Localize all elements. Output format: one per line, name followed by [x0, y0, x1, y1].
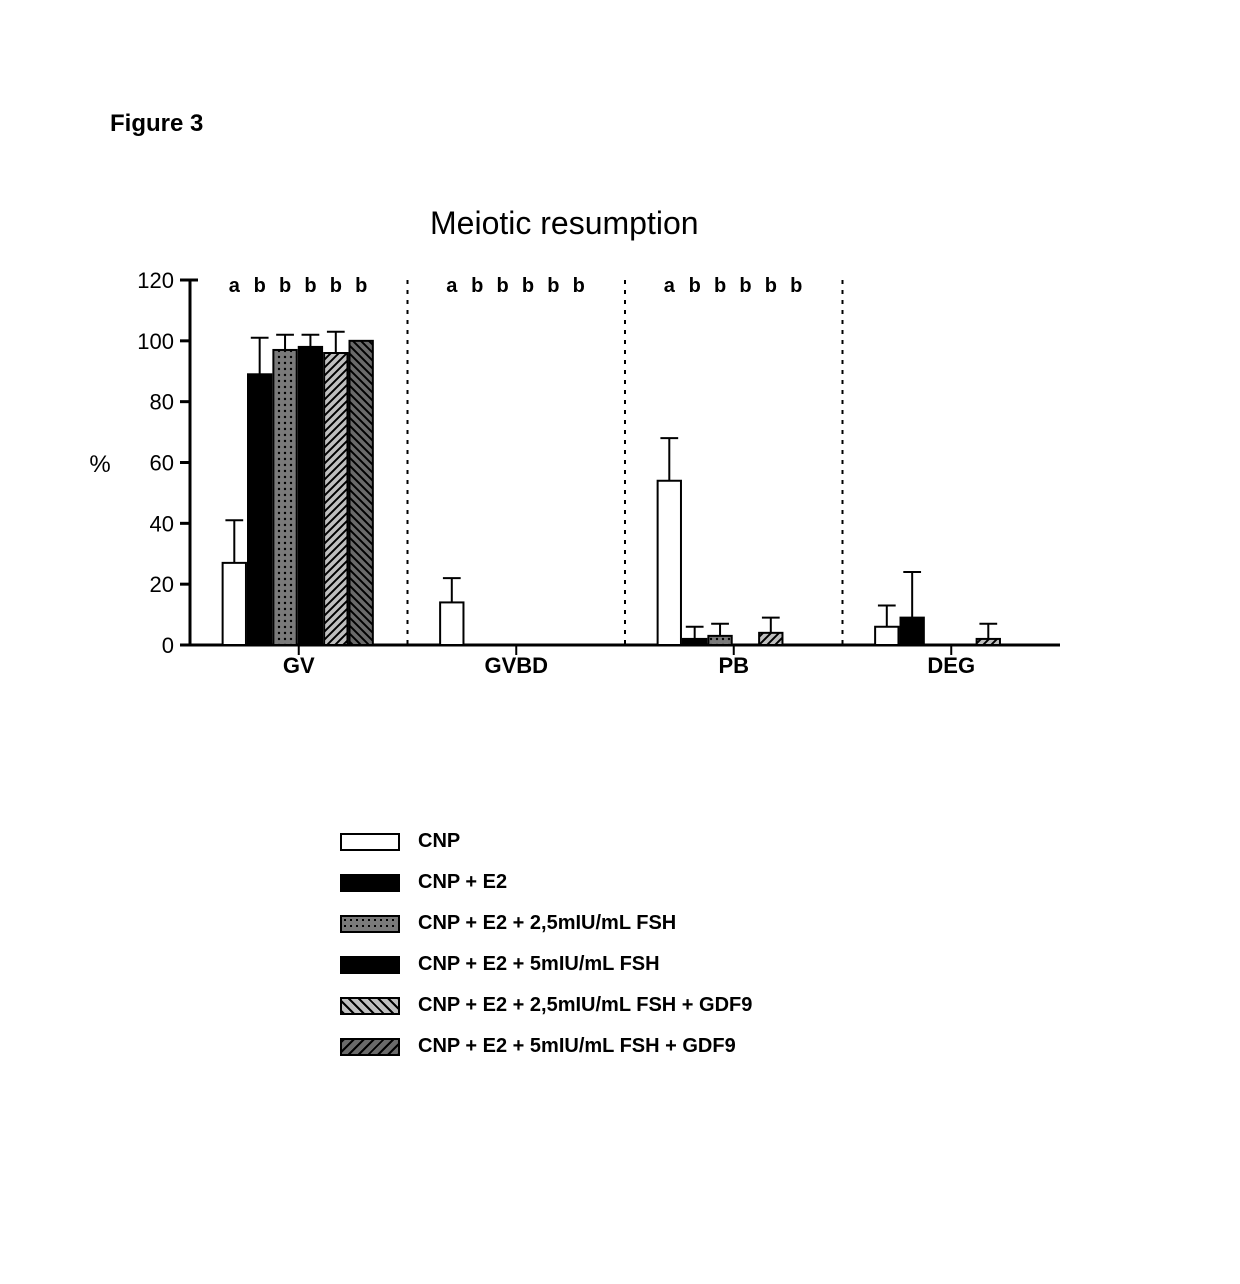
y-tick-label: 80	[150, 390, 174, 415]
category-label: PB	[718, 653, 749, 678]
significance-letter: b	[355, 275, 367, 297]
legend-item: CNP	[340, 830, 752, 853]
significance-letter: b	[547, 275, 559, 297]
y-tick-label: 100	[137, 329, 174, 354]
y-tick-label: 0	[162, 633, 174, 658]
bar	[299, 347, 322, 645]
significance-letter: b	[714, 275, 726, 297]
legend-label: CNP	[418, 830, 460, 853]
legend-swatch	[340, 915, 400, 933]
significance-letter: b	[689, 275, 701, 297]
significance-letter: a	[229, 275, 241, 297]
bar	[977, 639, 1000, 645]
significance-letter: b	[330, 275, 342, 297]
legend-swatch	[340, 956, 400, 974]
bar	[658, 481, 681, 645]
y-tick-label: 60	[150, 451, 174, 476]
legend: CNP CNP + E2 CNP + E2 + 2,5mIU/mL FSH CNP +…	[340, 830, 752, 1076]
legend-label: CNP + E2 + 5mIU/mL FSH	[418, 953, 660, 976]
significance-letter: b	[739, 275, 751, 297]
legend-item: CNP + E2 + 2,5mIU/mL FSH	[340, 912, 752, 935]
legend-item: CNP + E2 + 5mIU/mL FSH	[340, 953, 752, 976]
bar-chart: 020406080100120abbbbbGVabbbbbGVBDabbbbbP…	[0, 0, 1240, 760]
bar	[248, 374, 271, 645]
legend-label: CNP + E2 + 2,5mIU/mL FSH	[418, 912, 676, 935]
significance-letter: b	[304, 275, 316, 297]
legend-item: CNP + E2 + 5mIU/mL FSH + GDF9	[340, 1035, 752, 1058]
y-tick-label: 20	[150, 572, 174, 597]
y-tick-label: 120	[137, 268, 174, 293]
y-tick-label: 40	[150, 511, 174, 536]
legend-label: CNP + E2 + 2,5mIU/mL FSH + GDF9	[418, 994, 752, 1017]
bar	[324, 353, 347, 645]
legend-label: CNP + E2	[418, 871, 507, 894]
bar	[273, 350, 296, 645]
significance-letter: b	[573, 275, 585, 297]
page: Figure 3 Meiotic resumption % 0204060801…	[0, 0, 1240, 1284]
bar	[683, 639, 706, 645]
legend-item: CNP + E2 + 2,5mIU/mL FSH + GDF9	[340, 994, 752, 1017]
significance-letter: b	[279, 275, 291, 297]
bar	[708, 636, 731, 645]
category-label: GVBD	[484, 653, 548, 678]
legend-swatch	[340, 1038, 400, 1056]
significance-letter: b	[790, 275, 802, 297]
significance-letter: b	[522, 275, 534, 297]
significance-letter: b	[765, 275, 777, 297]
bar	[440, 602, 463, 645]
bar	[223, 563, 246, 645]
significance-letter: b	[254, 275, 266, 297]
bar	[901, 618, 924, 645]
significance-letter: a	[446, 275, 458, 297]
significance-letter: b	[471, 275, 483, 297]
bar	[759, 633, 782, 645]
significance-letter: b	[496, 275, 508, 297]
bar	[350, 341, 373, 645]
category-label: DEG	[927, 653, 975, 678]
legend-swatch	[340, 874, 400, 892]
significance-letter: a	[664, 275, 676, 297]
legend-swatch	[340, 833, 400, 851]
bar	[875, 627, 898, 645]
legend-item: CNP + E2	[340, 871, 752, 894]
legend-label: CNP + E2 + 5mIU/mL FSH + GDF9	[418, 1035, 736, 1058]
legend-swatch	[340, 997, 400, 1015]
category-label: GV	[283, 653, 315, 678]
